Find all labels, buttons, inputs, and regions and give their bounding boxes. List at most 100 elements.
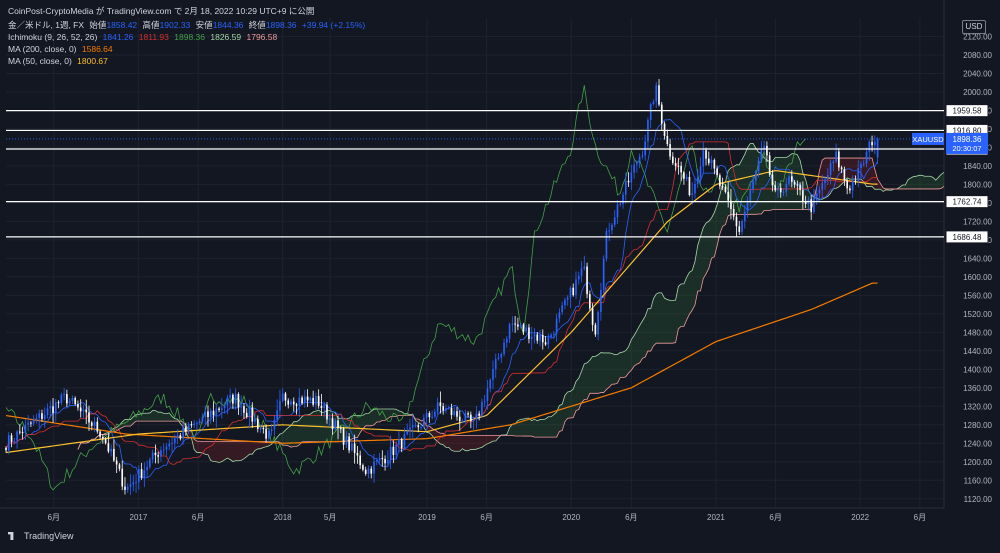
- change-value: +39.94 (+2.15%): [302, 20, 365, 30]
- tradingview-logo: TradingView: [8, 531, 74, 541]
- cloud-segment: [463, 435, 466, 450]
- cloud-segment: [258, 442, 261, 449]
- cloud-segment: [554, 412, 557, 437]
- cloud-segment: [659, 293, 662, 344]
- ma200-value: 1586.64: [82, 44, 113, 54]
- cloud-segment: [590, 356, 593, 393]
- ichimoku-tenkan: 1841.26: [103, 32, 134, 42]
- high-value: 1902.33: [160, 20, 191, 30]
- cloud-segment: [634, 331, 637, 366]
- y-tick-label: 1600.00: [963, 273, 992, 282]
- cloud-segment: [534, 419, 537, 437]
- ma50-value: 1800.67: [77, 56, 108, 66]
- cloud-segment: [927, 176, 930, 189]
- y-tick-label: 1520.00: [963, 310, 992, 319]
- cloud-segment: [620, 352, 623, 378]
- cloud-segment: [446, 435, 449, 447]
- cloud-segment: [941, 172, 944, 188]
- ichimoku-span-a: 1826.59: [210, 32, 241, 42]
- cloud-segment: [637, 326, 640, 365]
- cloud-segment: [822, 158, 825, 199]
- candle[interactable]: [586, 263, 588, 299]
- cloud-segment: [761, 154, 764, 214]
- x-tick-label: 2018: [274, 513, 292, 522]
- cloud-segment: [673, 300, 676, 343]
- publish-info: CoinPost-CryptoMedia が TradingView.com で…: [8, 6, 317, 17]
- cloud-segment: [584, 363, 587, 400]
- cloud-segment: [648, 309, 651, 351]
- cloud-segment: [667, 300, 670, 344]
- tradingview-wordmark: TradingView: [24, 531, 74, 541]
- y-tick-label: 2000.00: [963, 88, 992, 97]
- cloud-segment: [197, 441, 200, 452]
- ichimoku-label: Ichimoku (9, 26, 52, 26): [8, 32, 97, 42]
- low-label: 安値: [196, 20, 213, 30]
- cloud-segment: [626, 347, 629, 377]
- cloud-segment: [200, 441, 203, 453]
- cloud-segment: [319, 410, 322, 442]
- cloud-segment: [678, 284, 681, 329]
- level-price-label: 1686.48: [953, 233, 982, 242]
- cloud-segment: [299, 417, 302, 445]
- tradingview-logo-icon: [8, 532, 20, 540]
- y-tick-label: 1280.00: [963, 421, 992, 430]
- candle[interactable]: [769, 152, 771, 177]
- symbol-name: 金／米ドル, 1週, FX: [8, 20, 84, 30]
- cloud-segment: [222, 442, 225, 462]
- cloud-segment: [164, 414, 167, 422]
- cloud-segment: [393, 409, 396, 417]
- open-value: 1858.42: [106, 20, 137, 30]
- candle[interactable]: [606, 228, 608, 262]
- cloud-segment: [532, 419, 535, 437]
- cloud-segment: [568, 391, 571, 418]
- cloud-segment: [756, 148, 759, 214]
- cloud-segment: [606, 353, 609, 390]
- currency-button[interactable]: USD: [962, 20, 986, 34]
- ma200-legend[interactable]: MA (200, close, 0) 1586.64: [8, 44, 116, 55]
- low-value: 1844.36: [213, 20, 244, 30]
- cloud-segment: [512, 424, 515, 436]
- cloud-segment: [454, 435, 457, 451]
- cloud-segment: [219, 442, 222, 463]
- cloud-segment: [689, 271, 692, 315]
- cloud-segment: [559, 404, 562, 431]
- x-tick-label: 6月: [769, 513, 781, 522]
- cloud-segment: [548, 417, 551, 437]
- cloud-segment: [914, 176, 917, 189]
- x-tick-label: 2020: [562, 513, 580, 522]
- cloud-segment: [233, 442, 236, 462]
- cloud-segment: [609, 353, 612, 387]
- cloud-segment: [236, 442, 239, 461]
- level-price-label: 1959.58: [953, 107, 982, 116]
- y-tick-label: 1480.00: [963, 328, 992, 337]
- cloud-segment: [546, 417, 549, 437]
- y-tick-label: 1120.00: [964, 495, 993, 504]
- cloud-segment: [308, 414, 311, 442]
- x-tick-label: 2021: [707, 513, 725, 522]
- cloud-segment: [687, 272, 690, 320]
- cloud-segment: [911, 177, 914, 189]
- cloud-segment: [227, 442, 230, 460]
- cloud-segment: [656, 293, 659, 344]
- cloud-segment: [529, 418, 532, 436]
- ichimoku-legend[interactable]: Ichimoku (9, 26, 52, 26) 1841.26 1811.93…: [8, 32, 280, 43]
- level-price-label: 1762.74: [953, 198, 982, 207]
- candle[interactable]: [603, 255, 605, 294]
- cloud-segment: [653, 294, 656, 346]
- cloud-segment: [925, 176, 928, 189]
- cloud-segment: [543, 419, 546, 437]
- ma50-legend[interactable]: MA (50, close, 0) 1800.67: [8, 56, 111, 67]
- cloud-segment: [230, 442, 233, 462]
- cloud-segment: [380, 409, 383, 422]
- y-tick-label: 1360.00: [963, 384, 992, 393]
- x-tick-label: 6月: [192, 513, 204, 522]
- cloud-segment: [471, 435, 474, 449]
- high-label: 高値: [143, 20, 160, 30]
- symbol-ohlc-line: 金／米ドル, 1週, FX 始値1858.42 高値1902.33 安値1844…: [8, 20, 368, 31]
- cloud-segment: [493, 435, 496, 441]
- y-tick-label: 1240.00: [963, 439, 992, 448]
- y-tick-label: 1840.00: [963, 162, 992, 171]
- cloud-segment: [703, 223, 706, 278]
